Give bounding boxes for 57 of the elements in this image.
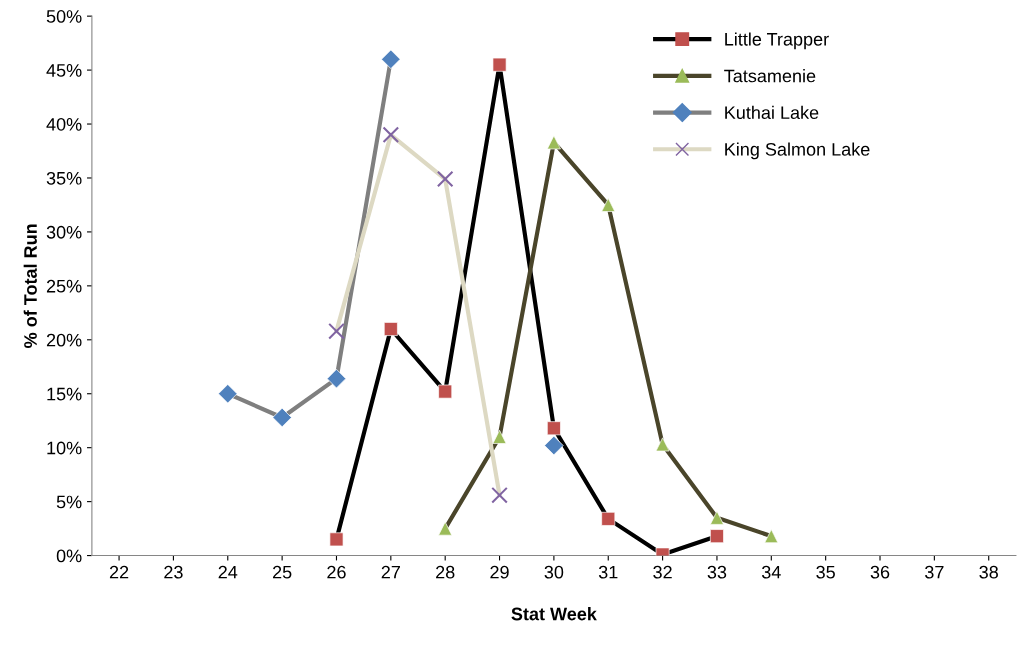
y-tick-label: 5%	[56, 495, 82, 509]
y-tick-label: 10%	[47, 441, 82, 455]
point	[438, 384, 453, 399]
y-tick-label: 45%	[46, 64, 82, 77]
point	[326, 368, 347, 389]
point	[544, 435, 564, 456]
point	[383, 322, 398, 336]
y-tick-label: 35%	[46, 171, 82, 185]
point	[436, 170, 454, 188]
y-tick-label: 50%	[46, 10, 82, 23]
legend-label: Tatsamenie	[724, 69, 816, 83]
point	[328, 322, 345, 340]
point	[381, 49, 401, 69]
y-tick-label: 40%	[46, 117, 82, 131]
x-tick-label: 30	[544, 565, 564, 579]
x-tick-label: 27	[381, 565, 400, 579]
point	[601, 198, 616, 212]
y-tick-label: 30%	[46, 225, 82, 239]
x-tick-label: 29	[490, 565, 509, 579]
legend-label: Little Trapper	[725, 32, 829, 50]
point	[382, 126, 400, 144]
y-axis-title: % of Total Run	[23, 224, 37, 348]
point	[438, 521, 453, 536]
x-tick-label: 26	[327, 565, 346, 579]
point	[329, 532, 344, 547]
point	[218, 384, 238, 404]
point	[492, 429, 507, 444]
point	[710, 529, 724, 544]
point	[491, 486, 508, 504]
x-axis-title: Stat Week	[511, 607, 597, 621]
point	[546, 135, 561, 150]
point	[764, 529, 779, 544]
x-tick-label: 31	[598, 565, 618, 579]
x-tick-label: 23	[164, 565, 183, 579]
x-tick-label: 32	[653, 565, 672, 579]
point	[710, 510, 724, 525]
y-tick-label: 0%	[56, 549, 82, 563]
legend-label: Kuthai Lake	[725, 105, 819, 120]
x-tick-label: 22	[109, 565, 129, 579]
point	[546, 421, 561, 436]
x-tick-label: 36	[870, 565, 890, 579]
point	[655, 437, 670, 452]
x-tick-label: 38	[979, 565, 998, 579]
x-tick-label: 28	[436, 565, 455, 579]
legend-label: King Salmon Lake	[725, 142, 870, 160]
y-tick-label: 25%	[46, 279, 82, 293]
x-tick-label: 35	[816, 565, 835, 579]
x-tick-label: 24	[218, 565, 238, 579]
x-tick-label: 25	[272, 565, 292, 579]
point	[601, 511, 616, 526]
x-tick-label: 33	[707, 565, 727, 579]
y-tick-label: 20%	[46, 333, 82, 347]
x-tick-label: 34	[761, 565, 781, 579]
y-tick-label: 15%	[47, 387, 82, 401]
point	[272, 407, 292, 428]
x-tick-label: 37	[925, 565, 944, 579]
point	[492, 57, 507, 72]
